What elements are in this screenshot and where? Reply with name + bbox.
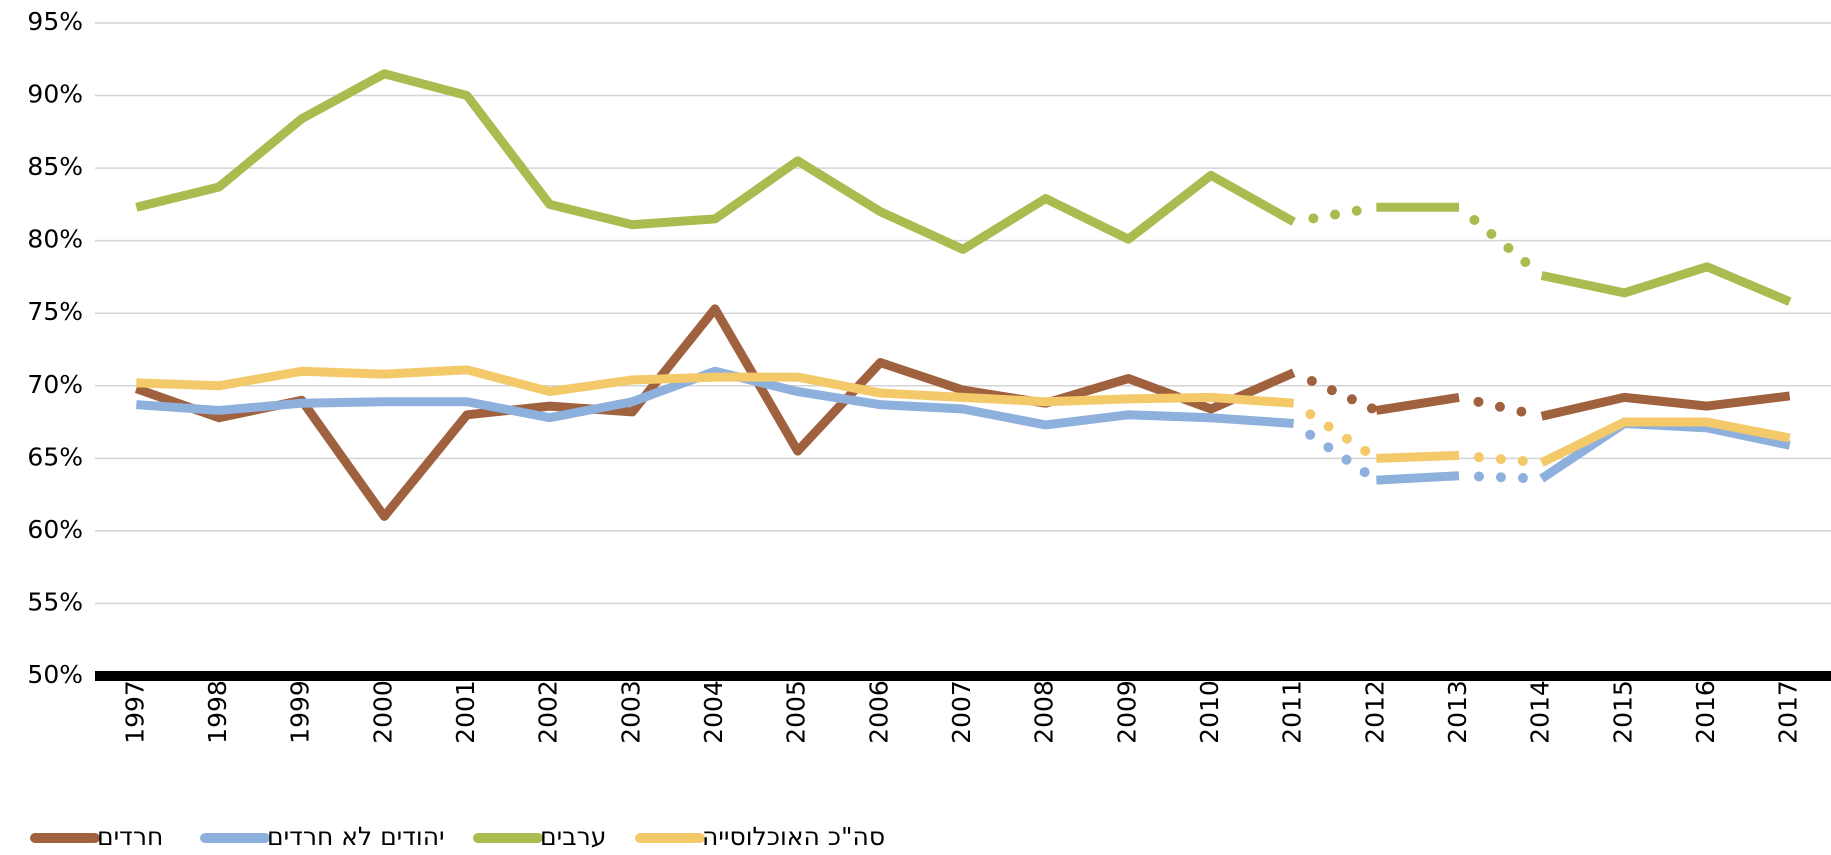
dotted-connector — [1288, 202, 1382, 227]
series-line — [1376, 471, 1460, 485]
x-tick-label: 2003 — [616, 680, 645, 744]
x-tick-label: 2001 — [451, 680, 480, 744]
x-tick-label: 1999 — [286, 680, 315, 744]
dotted-connector — [1288, 367, 1382, 416]
legend-label: יהודים לא חרדים — [267, 822, 445, 851]
y-tick-label: 60% — [27, 515, 83, 544]
y-tick-label: 90% — [27, 80, 83, 109]
y-tick-label: 95% — [27, 7, 83, 36]
dotted-connector — [1454, 202, 1547, 281]
x-tick-label: 2009 — [1112, 680, 1141, 744]
x-tick-label: 2004 — [699, 680, 728, 744]
y-tick-label: 75% — [27, 297, 83, 326]
series-line — [1375, 392, 1460, 415]
x-tick-label: 2013 — [1443, 680, 1472, 744]
series-line — [1540, 391, 1791, 421]
dotted-connector — [1454, 450, 1547, 468]
series-line — [134, 304, 1296, 521]
y-tick-label: 70% — [27, 370, 83, 399]
x-tick-label: 2000 — [368, 680, 397, 744]
dotted-connector — [1454, 470, 1547, 484]
x-tick-label: 2014 — [1526, 680, 1555, 744]
dotted-connector — [1454, 392, 1547, 422]
legend-label: ערבים — [540, 822, 606, 851]
legend-label: סה"כ האוכלוסייה — [702, 822, 885, 851]
y-tick-label: 65% — [27, 442, 83, 471]
y-tick-label: 80% — [27, 225, 83, 254]
dotted-connector — [1288, 398, 1382, 464]
x-tick-label: 1998 — [203, 680, 232, 744]
y-tick-label: 50% — [27, 660, 83, 689]
x-tick-label: 2008 — [1030, 680, 1059, 744]
legend-label: חרדים — [97, 822, 163, 851]
series-line — [136, 366, 1294, 430]
series-line — [135, 69, 1296, 254]
series-line — [1376, 450, 1460, 463]
series-line — [1539, 417, 1791, 467]
y-tick-label: 55% — [27, 587, 83, 616]
x-tick-label: 2012 — [1360, 680, 1389, 744]
x-tick-label: 2005 — [782, 680, 811, 744]
x-tick-label: 2016 — [1691, 680, 1720, 744]
series-line — [1540, 262, 1792, 306]
x-tick-label: 2007 — [947, 680, 976, 744]
x-tick-label: 2010 — [1195, 680, 1224, 744]
x-tick-label: 2011 — [1278, 680, 1307, 744]
series-line — [136, 365, 1294, 408]
x-tick-label: 2002 — [534, 680, 563, 744]
dotted-connector — [1288, 418, 1382, 486]
x-tick-label: 2006 — [864, 680, 893, 744]
x-tick-label: 1997 — [120, 680, 149, 744]
x-tick-label: 2015 — [1608, 680, 1637, 744]
y-tick-label: 85% — [27, 152, 83, 181]
x-tick-label: 2017 — [1774, 680, 1803, 744]
